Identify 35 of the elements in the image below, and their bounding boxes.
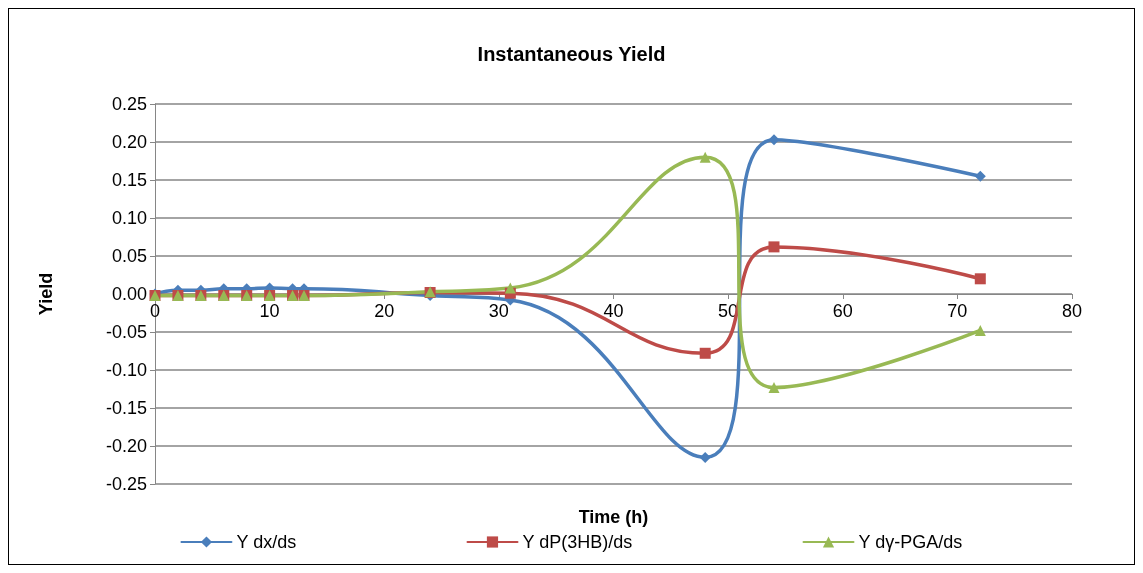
point xyxy=(768,381,780,393)
x-tick-label: 20 xyxy=(374,301,395,321)
x-axis-title: Time (h) xyxy=(578,507,649,527)
legend-label: Y dγ-PGA/ds xyxy=(858,532,963,552)
x-tick-label: 40 xyxy=(603,301,624,321)
y-tick-label: 0.05 xyxy=(111,246,147,266)
x-tick-label: 70 xyxy=(947,301,968,321)
y-tick-label: -0.15 xyxy=(105,398,147,418)
y-tick-label: 0.10 xyxy=(111,208,147,228)
x-tick-label: 60 xyxy=(832,301,853,321)
y-tick-label: -0.25 xyxy=(105,474,147,494)
y-tick-label: -0.20 xyxy=(105,436,147,456)
point xyxy=(699,451,711,463)
y-tick-label: -0.05 xyxy=(105,322,147,342)
x-tick-label: 30 xyxy=(488,301,509,321)
point xyxy=(974,273,986,285)
y-tick-label: 0.25 xyxy=(111,94,147,114)
legend-label: Y dx/ds xyxy=(236,532,297,552)
y-tick-label: 0.00 xyxy=(111,284,147,304)
y-tick-label: 0.15 xyxy=(111,170,147,190)
y-axis-title: Yield xyxy=(36,272,56,316)
chart-title: Instantaneous Yield xyxy=(477,43,666,65)
point xyxy=(699,347,711,359)
y-tick-label: 0.20 xyxy=(111,132,147,152)
point xyxy=(768,134,780,146)
point xyxy=(974,170,986,182)
point xyxy=(974,324,986,336)
y-tick-label: -0.10 xyxy=(105,360,147,380)
x-tick-label: 80 xyxy=(1061,301,1083,321)
x-tick-label: 10 xyxy=(259,301,280,321)
point xyxy=(504,282,516,294)
x-tick-label: 0 xyxy=(149,301,161,321)
legend-label: Y dP(3HB)/ds xyxy=(522,532,633,552)
point xyxy=(699,151,711,163)
point xyxy=(768,241,780,253)
